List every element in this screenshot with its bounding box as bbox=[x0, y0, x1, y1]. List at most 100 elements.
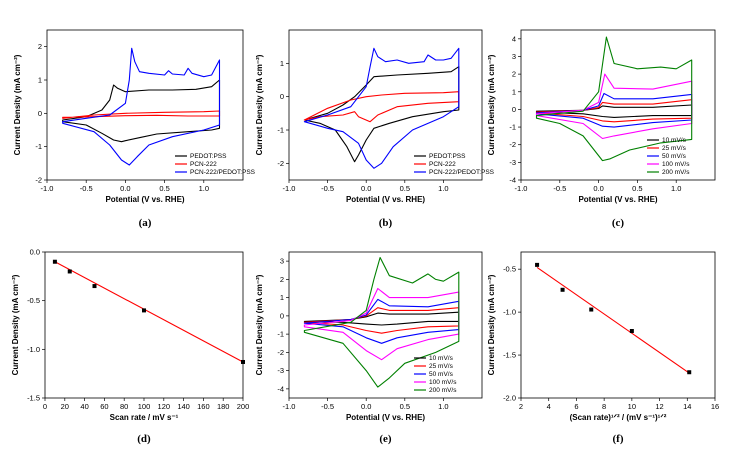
x-tick-label: -0.5 bbox=[553, 184, 566, 193]
y-tick-label: -3 bbox=[277, 366, 284, 375]
panel-caption: (c) bbox=[612, 217, 625, 229]
panel-d: 0 20 40 60 80 100 120 140 160 180 200 -1.5 -1.0 -0.5 0… bbox=[11, 248, 249, 446]
legend-label: PCN-222/PEDOT:PSS bbox=[190, 169, 256, 176]
y-tick-label: 2 bbox=[512, 70, 516, 79]
legend-label: PEDOT:PSS bbox=[190, 153, 227, 160]
y-tick-label: -1 bbox=[277, 330, 284, 339]
plot-area bbox=[303, 47, 460, 169]
x-axis-label: (Scan rate)¹ᐟ² / (mV s⁻¹)¹ᐟ² bbox=[570, 413, 667, 422]
y-axis-label: Current Density (mA cm⁻²) bbox=[255, 274, 264, 375]
x-tick-label: 120 bbox=[158, 402, 171, 411]
fit-line bbox=[536, 267, 690, 374]
legend-label: PCN-222 bbox=[190, 161, 217, 168]
series-line bbox=[62, 79, 221, 143]
series-line bbox=[535, 36, 693, 162]
x-tick-label: -1.0 bbox=[283, 184, 296, 193]
x-axis-label: Scan rate / mV s⁻¹ bbox=[110, 413, 179, 422]
y-tick-label: 0 bbox=[38, 109, 42, 118]
x-tick-label: -0.5 bbox=[80, 184, 93, 193]
x-tick-label: 0 bbox=[43, 402, 47, 411]
y-tick-label: 4 bbox=[512, 34, 516, 43]
x-tick-label: 40 bbox=[80, 402, 88, 411]
legend-label: PCN-222/PEDOT:PSS bbox=[429, 169, 495, 176]
x-axis-label: Potential (V vs. RHE) bbox=[105, 195, 184, 204]
x-tick-label: 0.5 bbox=[632, 184, 642, 193]
y-tick-label: 1 bbox=[38, 76, 42, 85]
data-point bbox=[687, 370, 692, 375]
y-tick-label: 1 bbox=[280, 293, 284, 302]
series-line bbox=[303, 307, 460, 334]
x-tick-label: 1.0 bbox=[438, 184, 448, 193]
legend-label: 25 mV/s bbox=[662, 145, 687, 152]
y-tick-label: -0.5 bbox=[503, 265, 516, 274]
y-tick-label: -1.5 bbox=[503, 351, 516, 360]
x-tick-label: 2 bbox=[519, 402, 523, 411]
y-axis-label: Current Density (mA cm⁻²) bbox=[13, 54, 22, 155]
y-tick-label: -2 bbox=[277, 159, 284, 168]
x-tick-label: -1.0 bbox=[41, 184, 54, 193]
panel-b: -1.0 -0.5 0.0 0.5 1.0 -2 -1 0 1 Potential (V vs. … bbox=[255, 29, 495, 229]
x-tick-label: 100 bbox=[138, 402, 151, 411]
x-tick-label: 8 bbox=[602, 402, 606, 411]
x-tick-label: 10 bbox=[628, 402, 636, 411]
legend-label: 25 mV/s bbox=[429, 363, 454, 370]
series-line bbox=[62, 110, 221, 119]
legend-label: 10 mV/s bbox=[662, 137, 687, 144]
panel-a: -1.0 -0.5 0.0 0.5 1.0 -2 -1 0 1 2 Potential (V vs.… bbox=[13, 29, 256, 229]
plot-area bbox=[303, 256, 460, 388]
fit-line bbox=[54, 261, 243, 363]
series-line bbox=[303, 256, 460, 388]
x-axis-label: Potential (V vs. RHE) bbox=[346, 195, 425, 204]
x-tick-label: 200 bbox=[237, 402, 250, 411]
data-point bbox=[92, 284, 97, 289]
y-tick-label: -1.5 bbox=[27, 394, 40, 403]
legend-label: 100 mV/s bbox=[429, 379, 457, 386]
plot-frame bbox=[520, 251, 716, 399]
y-tick-label: 3 bbox=[512, 52, 516, 61]
plot-area bbox=[54, 261, 243, 363]
legend-label: PEDOT:PSS bbox=[429, 153, 466, 160]
y-tick-label: -2 bbox=[277, 348, 284, 357]
data-point bbox=[535, 262, 540, 267]
panel-caption: (d) bbox=[137, 433, 151, 445]
x-tick-label: 1.0 bbox=[199, 184, 209, 193]
y-axis-label: Current Density (mA cm⁻²) bbox=[487, 274, 496, 375]
y-tick-label: 0 bbox=[280, 92, 284, 101]
plot-frame bbox=[288, 29, 483, 181]
x-tick-label: 20 bbox=[61, 402, 69, 411]
panel-caption: (f) bbox=[613, 433, 624, 445]
y-tick-label: 0 bbox=[280, 311, 284, 320]
plot-frame bbox=[46, 29, 244, 181]
panel-caption: (a) bbox=[139, 217, 152, 229]
series-line bbox=[303, 66, 460, 163]
x-tick-label: 140 bbox=[177, 402, 190, 411]
y-tick-label: -1.0 bbox=[503, 308, 516, 317]
x-tick-label: 80 bbox=[120, 402, 128, 411]
series-line bbox=[303, 47, 460, 169]
x-axis-label: Potential (V vs. RHE) bbox=[346, 413, 425, 422]
x-tick-label: -1.0 bbox=[283, 402, 296, 411]
y-tick-label: 1 bbox=[280, 59, 284, 68]
y-tick-label: -0.5 bbox=[27, 296, 40, 305]
y-tick-label: 3 bbox=[280, 257, 284, 266]
data-point bbox=[241, 359, 245, 364]
x-tick-label: 1.0 bbox=[438, 402, 448, 411]
x-tick-label: 6 bbox=[574, 402, 578, 411]
panel-caption: (b) bbox=[379, 217, 393, 229]
y-tick-label: -1 bbox=[35, 142, 42, 151]
data-point bbox=[560, 287, 565, 292]
series-line bbox=[535, 99, 693, 123]
legend-label: 50 mV/s bbox=[662, 153, 687, 160]
plot-frame bbox=[288, 251, 483, 399]
x-tick-label: 12 bbox=[655, 402, 663, 411]
y-tick-label: -2 bbox=[509, 140, 516, 149]
y-tick-label: 2 bbox=[38, 42, 42, 51]
panel-c: -1.0 -0.5 0.0 0.5 1.0 -4 -3 -2 -1 0 1 2 3 4 Potential … bbox=[487, 29, 716, 229]
x-tick-label: 0.0 bbox=[361, 402, 371, 411]
plot-area bbox=[536, 267, 690, 374]
x-tick-label: 16 bbox=[711, 402, 719, 411]
x-tick-label: 0.0 bbox=[593, 184, 603, 193]
x-tick-label: -0.5 bbox=[321, 184, 334, 193]
x-tick-label: 160 bbox=[197, 402, 210, 411]
